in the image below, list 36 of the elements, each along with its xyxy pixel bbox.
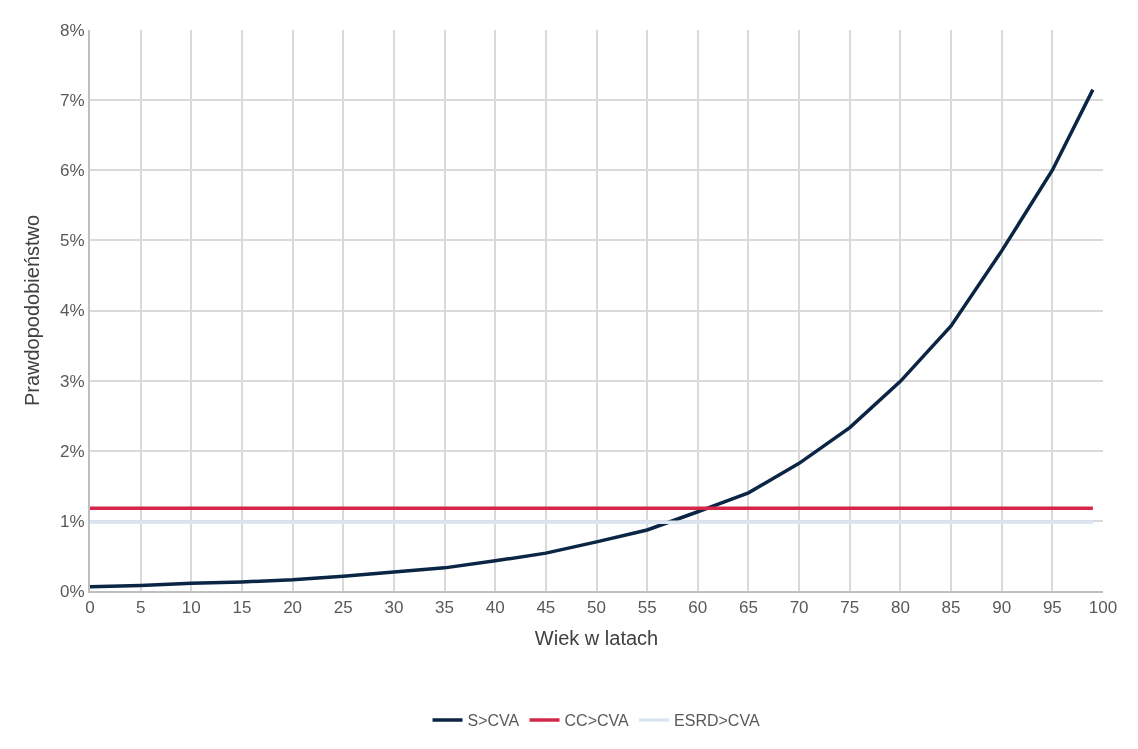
y-tick-label: 8% <box>60 20 85 40</box>
x-tick-label: 85 <box>941 598 961 618</box>
y-tick-label: 5% <box>60 231 85 251</box>
x-tick-label: 5 <box>135 598 146 618</box>
x-tick-label: 60 <box>688 598 708 618</box>
y-tick-label: 7% <box>60 91 85 111</box>
y-tick-label: 0% <box>60 581 85 601</box>
x-tick-label: 45 <box>536 598 556 618</box>
x-tick-label: 35 <box>435 598 455 618</box>
x-tick-label: 50 <box>587 598 606 618</box>
x-tick-label: 90 <box>992 598 1012 618</box>
legend-label: S>CVA <box>467 712 520 730</box>
x-tick-label: 30 <box>384 598 404 618</box>
x-tick-label: 95 <box>1042 598 1062 618</box>
legend-label: ESRD>CVA <box>674 712 760 730</box>
x-axis-title: Wiek w latach <box>534 627 659 650</box>
x-tick-label: 10 <box>181 598 201 618</box>
x-tick-label: 75 <box>840 598 860 618</box>
line-series <box>90 87 1095 589</box>
x-tick-label: 0 <box>85 598 95 618</box>
x-tick-label: 100 <box>1088 598 1118 618</box>
x-tick-label: 15 <box>232 598 252 618</box>
legend-label: CC>CVA <box>564 712 630 730</box>
x-tick-label: 70 <box>789 598 809 618</box>
y-tick-label: 1% <box>60 511 85 531</box>
y-axis-title: Prawdopodobieństwo <box>21 214 44 407</box>
y-tick-label: 6% <box>60 161 85 181</box>
x-tick-label: 40 <box>485 598 505 618</box>
y-tick-label: 2% <box>60 441 85 461</box>
x-tick-label: 65 <box>738 598 758 618</box>
x-tick-label: 80 <box>890 598 910 618</box>
y-tick-label: 4% <box>60 301 85 321</box>
x-tick-label: 20 <box>283 598 303 618</box>
y-tick-label: 3% <box>60 371 85 391</box>
x-tick-label: 55 <box>637 598 657 618</box>
x-tick-label: 25 <box>333 598 353 618</box>
